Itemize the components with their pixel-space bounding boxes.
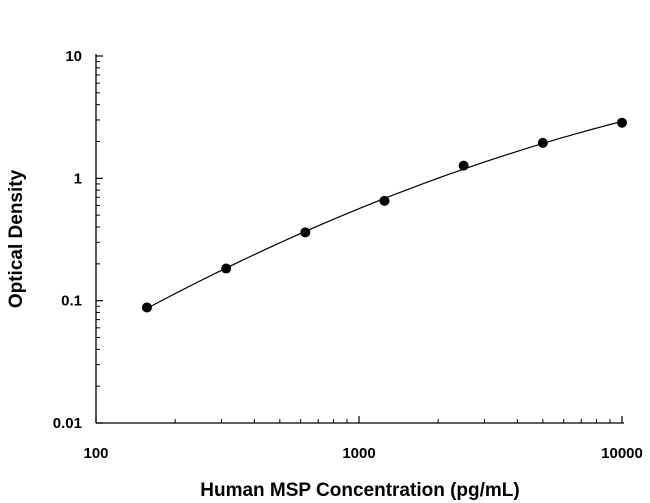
x-tick-label: 100	[83, 445, 108, 462]
y-axis-title: Optical Density	[6, 169, 27, 308]
data-points	[141, 117, 627, 313]
y-tick-label: 10	[65, 48, 82, 65]
data-point	[537, 137, 548, 148]
y-tick-label: 0.01	[53, 415, 82, 432]
data-point	[300, 227, 311, 238]
data-point	[458, 160, 469, 171]
x-tick-label: 1000	[342, 445, 375, 462]
data-point	[379, 195, 390, 206]
data-point	[221, 263, 232, 274]
y-tick-label: 1	[74, 170, 82, 187]
y-tick-label: 0.1	[61, 293, 82, 310]
x-axis-title: Human MSP Concentration (pg/mL)	[200, 480, 519, 501]
ticks	[95, 55, 623, 424]
axes	[95, 54, 624, 424]
tick-labels: 0.01 0.1 1 10 100 1000 10000	[53, 48, 643, 462]
data-point	[141, 302, 152, 313]
x-tick-label: 10000	[601, 445, 643, 462]
data-point	[617, 117, 627, 128]
fit-curve	[146, 120, 623, 309]
